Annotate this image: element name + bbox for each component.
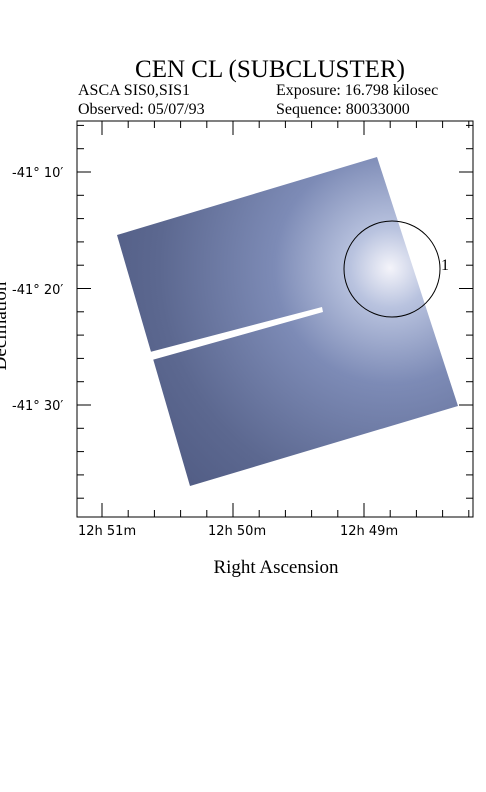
chip-gap [150,307,323,360]
region-label: 1 [441,257,449,274]
sequence: Sequence: 80033000 [276,101,410,118]
y-axis-label: Declination [0,281,11,370]
ticks [77,121,473,517]
x-tick-label: 12h 51m [78,524,136,539]
instrument: ASCA SIS0,SIS1 [78,82,190,99]
y-tick-label: -41° 20′ [12,283,63,298]
image-edge [418,265,445,300]
x-tick-label: 12h 49m [340,524,398,539]
x-tick-label: 12h 50m [208,524,266,539]
y-tick-label: -41° 10′ [12,166,63,181]
title: CEN CL (SUBCLUSTER) [135,56,405,83]
exposure: Exposure: 16.798 kilosec [276,82,438,99]
observed: Observed: 05/07/93 [78,101,205,118]
x-axis-label: Right Ascension [213,557,339,578]
source-region [343,220,441,318]
y-tick-label: -41° 30′ [12,399,63,414]
plot-frame [76,120,474,518]
